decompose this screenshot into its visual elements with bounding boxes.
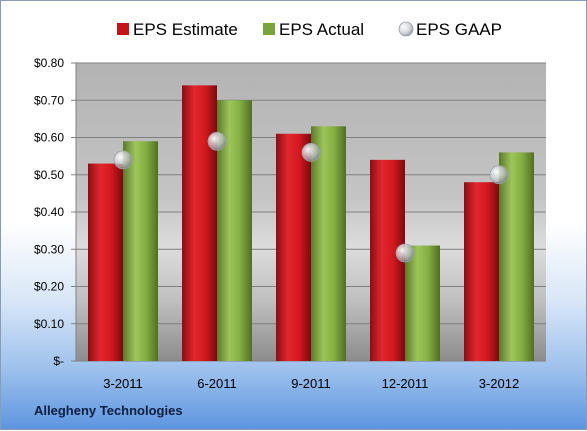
marker-eps-gaap — [207, 131, 227, 151]
y-tick-label: $0.50 — [34, 168, 64, 182]
company-name: Allegheny Technologies — [34, 403, 183, 418]
marker-eps-gaap — [395, 243, 415, 263]
marker-eps-gaap — [489, 165, 509, 185]
bar-eps-estimate — [182, 85, 217, 361]
y-tick-label: $0.70 — [34, 93, 64, 107]
x-tick-label: 12-2011 — [382, 376, 429, 391]
marker-eps-gaap — [301, 142, 321, 162]
legend-label: EPS Actual — [279, 20, 364, 39]
y-tick-label: $0.60 — [34, 131, 64, 145]
marker-eps-gaap — [113, 150, 133, 170]
y-tick-label: $0.20 — [34, 280, 64, 294]
y-tick-label: $0.40 — [34, 205, 64, 219]
y-tick-label: $0.10 — [34, 317, 64, 331]
y-tick-label: $- — [53, 354, 64, 368]
legend-label: EPS GAAP — [416, 20, 502, 39]
y-tick-label: $0.80 — [34, 56, 64, 70]
bar-eps-actual — [499, 152, 534, 361]
y-tick-label: $0.30 — [34, 242, 64, 256]
x-tick-label: 6-2011 — [197, 376, 237, 391]
bar-eps-actual — [123, 141, 158, 361]
x-tick-label: 3-2012 — [479, 376, 519, 391]
legend-swatch-gaap — [398, 21, 414, 37]
bar-eps-estimate — [276, 133, 311, 361]
legend-label: EPS Estimate — [133, 20, 238, 39]
x-tick-label: 3-2011 — [103, 376, 143, 391]
bar-eps-estimate — [370, 159, 405, 361]
legend-swatch-actual — [263, 23, 275, 35]
bar-eps-actual — [311, 126, 346, 361]
bar-eps-actual — [405, 245, 440, 361]
bar-eps-estimate — [88, 163, 123, 361]
x-tick-label: 9-2011 — [291, 376, 331, 391]
legend-swatch-estimate — [117, 23, 129, 35]
bar-eps-estimate — [464, 182, 499, 361]
